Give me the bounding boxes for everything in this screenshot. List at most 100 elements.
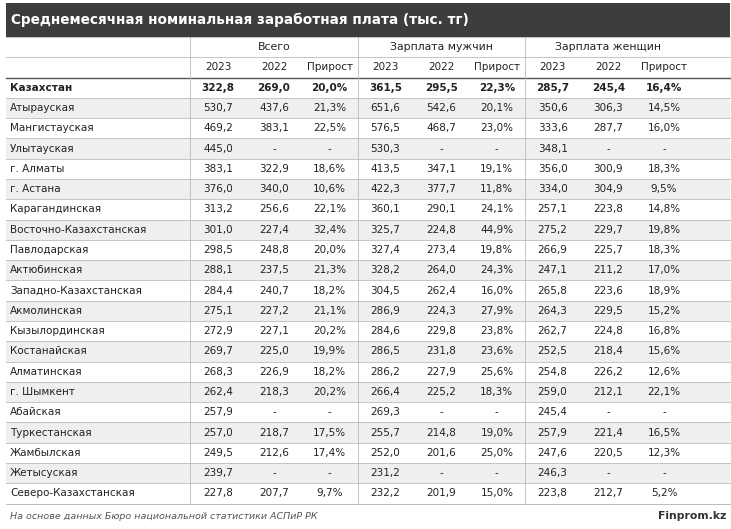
Text: 328,2: 328,2 [371,266,401,275]
Text: 20,2%: 20,2% [313,326,346,336]
Text: 225,2: 225,2 [426,387,456,397]
Text: 223,6: 223,6 [594,286,624,296]
Text: 21,3%: 21,3% [313,103,346,113]
Text: 286,9: 286,9 [371,306,401,316]
Text: 530,3: 530,3 [371,143,401,153]
Bar [6,280,730,301]
Bar [6,341,730,362]
Bar [6,3,730,37]
Text: Среднемесячная номинальная заработная плата (тыс. тг): Среднемесячная номинальная заработная пл… [11,13,469,27]
Text: На основе данных Бюро национальной статистики АСПиР РК: На основе данных Бюро национальной стати… [10,512,318,521]
Text: Зарплата мужчин: Зарплата мужчин [390,42,493,52]
Text: 237,5: 237,5 [259,266,289,275]
Text: 298,5: 298,5 [203,245,233,255]
Text: 287,7: 287,7 [594,123,624,133]
Text: 212,7: 212,7 [594,488,624,498]
Text: -: - [662,468,666,478]
Text: 229,8: 229,8 [426,326,456,336]
Text: Прирост: Прирост [474,62,520,72]
Text: -: - [439,143,443,153]
Text: 252,5: 252,5 [538,346,567,357]
Text: 254,8: 254,8 [538,367,567,377]
Text: 530,7: 530,7 [203,103,233,113]
Text: -: - [607,468,610,478]
Text: 225,7: 225,7 [594,245,624,255]
Text: Павлодарская: Павлодарская [10,245,88,255]
Text: 246,3: 246,3 [538,468,567,478]
Text: 376,0: 376,0 [203,184,233,194]
Text: 14,8%: 14,8% [648,205,681,214]
Text: Жетысуская: Жетысуская [10,468,79,478]
Text: 256,6: 256,6 [259,205,289,214]
Text: 5,2%: 5,2% [651,488,678,498]
Text: -: - [662,407,666,417]
Bar [6,463,730,484]
Text: 18,3%: 18,3% [648,245,681,255]
Text: 11,8%: 11,8% [480,184,513,194]
Text: Finprom.kz: Finprom.kz [658,512,727,521]
Text: 224,3: 224,3 [426,306,456,316]
Bar [6,118,730,139]
Text: -: - [495,468,499,478]
Text: 212,6: 212,6 [259,448,289,458]
Text: 12,6%: 12,6% [648,367,681,377]
Text: 245,4: 245,4 [538,407,567,417]
Text: 22,3%: 22,3% [479,83,515,93]
Bar [6,159,730,179]
Text: 22,5%: 22,5% [313,123,346,133]
Text: 10,6%: 10,6% [313,184,346,194]
Text: 223,8: 223,8 [538,488,567,498]
Text: 445,0: 445,0 [203,143,233,153]
Text: 313,2: 313,2 [203,205,233,214]
Text: 334,0: 334,0 [538,184,567,194]
Text: 220,5: 220,5 [594,448,624,458]
Text: 257,9: 257,9 [203,407,233,417]
Text: 285,7: 285,7 [536,83,569,93]
Text: 18,2%: 18,2% [313,367,346,377]
Text: 377,7: 377,7 [426,184,456,194]
Text: 19,1%: 19,1% [480,164,513,174]
Text: 16,0%: 16,0% [648,123,681,133]
Text: 18,6%: 18,6% [313,164,346,174]
Text: -: - [327,143,332,153]
Text: 25,0%: 25,0% [480,448,513,458]
Text: 413,5: 413,5 [371,164,401,174]
Text: 19,0%: 19,0% [480,427,513,437]
Text: 44,9%: 44,9% [480,225,513,235]
Text: 32,4%: 32,4% [313,225,346,235]
Text: 249,5: 249,5 [203,448,233,458]
Text: -: - [607,143,610,153]
Text: 14,5%: 14,5% [648,103,681,113]
Text: 286,2: 286,2 [371,367,401,377]
Text: 288,1: 288,1 [203,266,233,275]
Text: 16,4%: 16,4% [646,83,682,93]
Text: 264,3: 264,3 [538,306,567,316]
Text: 201,6: 201,6 [426,448,456,458]
Text: 284,4: 284,4 [203,286,233,296]
Text: 20,0%: 20,0% [314,245,346,255]
Text: 229,7: 229,7 [594,225,624,235]
Text: Казахстан: Казахстан [10,83,72,93]
Bar [6,199,730,220]
Text: 9,5%: 9,5% [651,184,678,194]
Text: 327,4: 327,4 [371,245,401,255]
Text: Восточно-Казахстанская: Восточно-Казахстанская [10,225,147,235]
Text: 255,7: 255,7 [371,427,401,437]
Text: 304,5: 304,5 [371,286,401,296]
Text: 224,8: 224,8 [594,326,624,336]
Text: 225,0: 225,0 [259,346,289,357]
Text: 340,0: 340,0 [260,184,289,194]
Text: 17,0%: 17,0% [648,266,681,275]
Text: 240,7: 240,7 [259,286,289,296]
Text: 17,4%: 17,4% [313,448,346,458]
Text: 12,3%: 12,3% [648,448,681,458]
Bar [6,139,730,159]
Text: 22,1%: 22,1% [313,205,346,214]
Text: 247,1: 247,1 [538,266,567,275]
Bar [6,220,730,240]
Text: 229,5: 229,5 [594,306,624,316]
Text: 325,7: 325,7 [371,225,401,235]
Text: 2022: 2022 [261,62,287,72]
Text: 231,2: 231,2 [371,468,401,478]
Text: 218,7: 218,7 [259,427,289,437]
